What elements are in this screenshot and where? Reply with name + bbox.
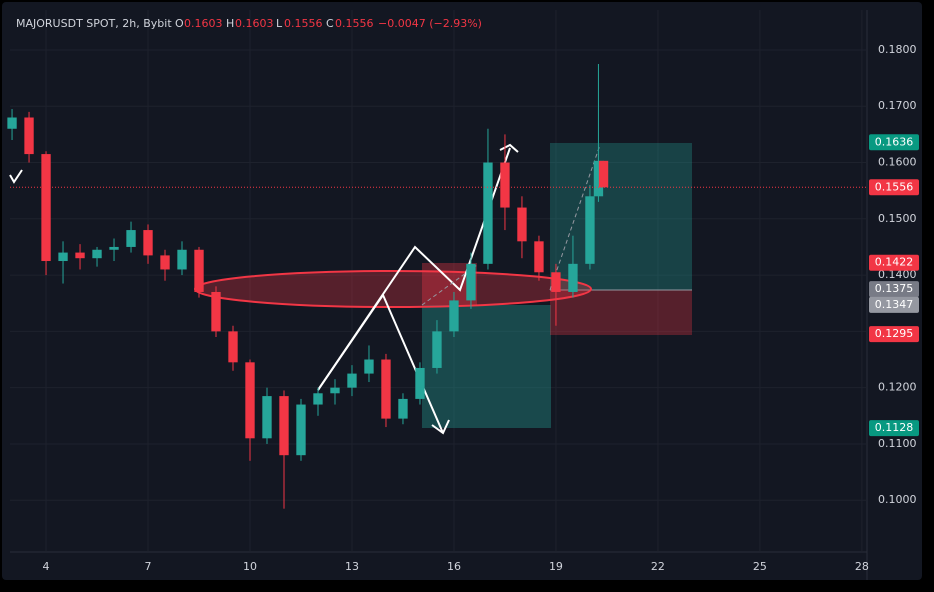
price-tag-label: 0.1422 [875,256,914,269]
x-tick-label: 19 [549,560,563,573]
price-tag [869,281,919,298]
price-tag [869,254,919,271]
arrow-head [9,169,23,184]
x-tick-label: 16 [447,560,461,573]
symbol: MAJORUSDT SPOT, 2h, Bybit [16,17,172,30]
candle-body [432,331,442,368]
x-tick-label: 7 [145,560,152,573]
arrow-head [499,143,519,153]
candle-body [551,272,561,292]
candle-body [381,359,391,419]
candle-body [24,117,34,155]
y-tick-label: 0.1000 [878,493,917,506]
y-tick-label: 0.1200 [878,381,917,394]
change: −0.0047 (−2.93%) [378,17,482,30]
x-tick-label: 13 [345,560,359,573]
candle-body [415,367,425,399]
price-tag-label: 0.1636 [875,135,914,148]
candle-body [449,300,459,332]
candle-body [126,230,136,247]
price-tag-label: 0.1295 [875,327,914,340]
candle-body [194,249,204,292]
ohlc-value: 0.1603 [235,17,274,30]
x-tick-label: 25 [753,560,767,573]
candle-body [41,154,51,262]
price-tag-label: 0.1347 [875,298,914,311]
candle-body [7,117,17,129]
y-tick-label: 0.1100 [878,437,917,450]
ellipse-highlight [194,270,592,308]
x-tick-label: 28 [855,560,869,573]
candle-body [313,393,323,405]
candle-body [534,241,544,273]
candle-body [330,387,340,394]
x-tick-label: 4 [43,560,50,573]
candle-body [347,373,357,388]
candle-body [598,160,609,188]
price-tag-label: 0.1556 [875,180,914,193]
y-tick-label: 0.1400 [878,268,917,281]
price-tag [869,134,919,151]
price-tag-label: 0.1128 [875,421,914,434]
candle-body [143,230,153,256]
ohlc-value: 0.1556 [335,17,374,30]
ohlc-label: O [175,17,184,30]
candle-body [593,160,604,197]
long-stop-zone [550,290,692,335]
trade-path [549,144,601,291]
ohlc-label: L [276,17,283,30]
candle-body [92,249,102,259]
candle-body [500,162,510,208]
candle-body [245,362,255,439]
y-tick-label: 0.1600 [878,156,917,169]
price-tag-label: 0.1375 [875,282,914,295]
candle-body [262,396,272,439]
ohlc-value: 0.1556 [284,17,323,30]
candle-body [177,249,187,270]
candle-body [211,291,221,332]
price-tag [869,296,919,313]
x-tick-label: 10 [243,560,257,573]
candle-body [296,404,306,456]
arrow-head [431,419,450,435]
ohlc-label: H [226,17,234,30]
drawings [9,143,692,435]
y-tick-label: 0.1700 [878,99,917,112]
candle-body [109,246,119,250]
price-tag [869,420,919,437]
candle-body [279,396,289,456]
y-tick-label: 0.1800 [878,43,917,56]
candle-body [228,331,238,363]
header: MAJORUSDT SPOT, 2h, Bybit O 0.1603 H 0.1… [16,17,482,30]
candle-body [585,196,595,264]
candle-body [75,252,85,259]
candle-body [483,162,493,264]
chart-background [2,2,922,580]
candle-body [517,207,527,242]
ohlc-value: 0.1603 [184,17,223,30]
candle-body [568,263,578,292]
y-tick-label: 0.1500 [878,212,917,225]
price-tag [869,179,919,196]
candle-body [58,252,68,262]
candle-body [466,263,476,301]
price-tag [869,326,919,343]
candle-body [364,359,374,374]
candle-body [160,255,170,270]
short-target-zone [422,305,551,428]
candle-body [398,398,408,419]
x-tick-label: 22 [651,560,665,573]
ohlc-label: C [326,17,334,30]
